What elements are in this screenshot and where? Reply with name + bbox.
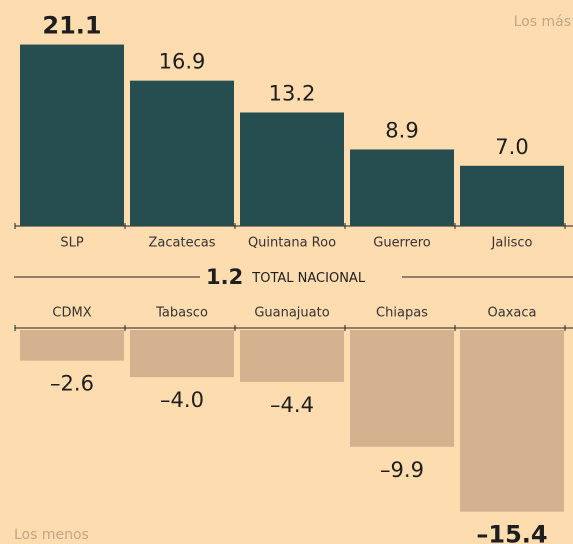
- value-label: 7.0: [495, 135, 528, 159]
- value-label: –4.4: [270, 393, 314, 417]
- bar: [350, 149, 454, 226]
- value-label: 16.9: [159, 50, 206, 74]
- value-label: –2.6: [50, 372, 94, 396]
- category-label: Oaxaca: [488, 306, 537, 321]
- bar: [20, 44, 124, 226]
- bar: [20, 330, 124, 361]
- bar: [350, 330, 454, 447]
- bar: [460, 165, 564, 226]
- value-label: 21.1: [42, 12, 101, 40]
- bar: [240, 112, 344, 226]
- category-label: Tabasco: [155, 306, 208, 321]
- category-label: Guerrero: [373, 236, 431, 251]
- bar: [240, 330, 344, 382]
- category-label: Guanajuato: [254, 306, 329, 321]
- category-label: Zacatecas: [149, 236, 216, 251]
- bottom-annotation: Los menos: [14, 527, 89, 543]
- value-label: –9.9: [380, 458, 424, 482]
- value-label: –15.4: [476, 521, 547, 544]
- value-label: –4.0: [160, 388, 204, 412]
- category-label: Quintana Roo: [248, 236, 336, 251]
- bar: [460, 330, 564, 512]
- bar: [130, 330, 234, 378]
- top-annotation: Los más: [514, 14, 571, 30]
- bar: [130, 80, 234, 226]
- total: 1.2 TOTAL NACIONAL: [206, 265, 366, 289]
- category-label: SLP: [60, 236, 83, 251]
- total-value: 1.2: [206, 265, 243, 289]
- category-label: CDMX: [52, 306, 91, 321]
- value-label: 8.9: [385, 118, 418, 142]
- category-label: Chiapas: [376, 306, 428, 321]
- total-label: TOTAL NACIONAL: [251, 271, 366, 286]
- category-label: Jalisco: [491, 236, 533, 251]
- value-label: 13.2: [269, 81, 316, 105]
